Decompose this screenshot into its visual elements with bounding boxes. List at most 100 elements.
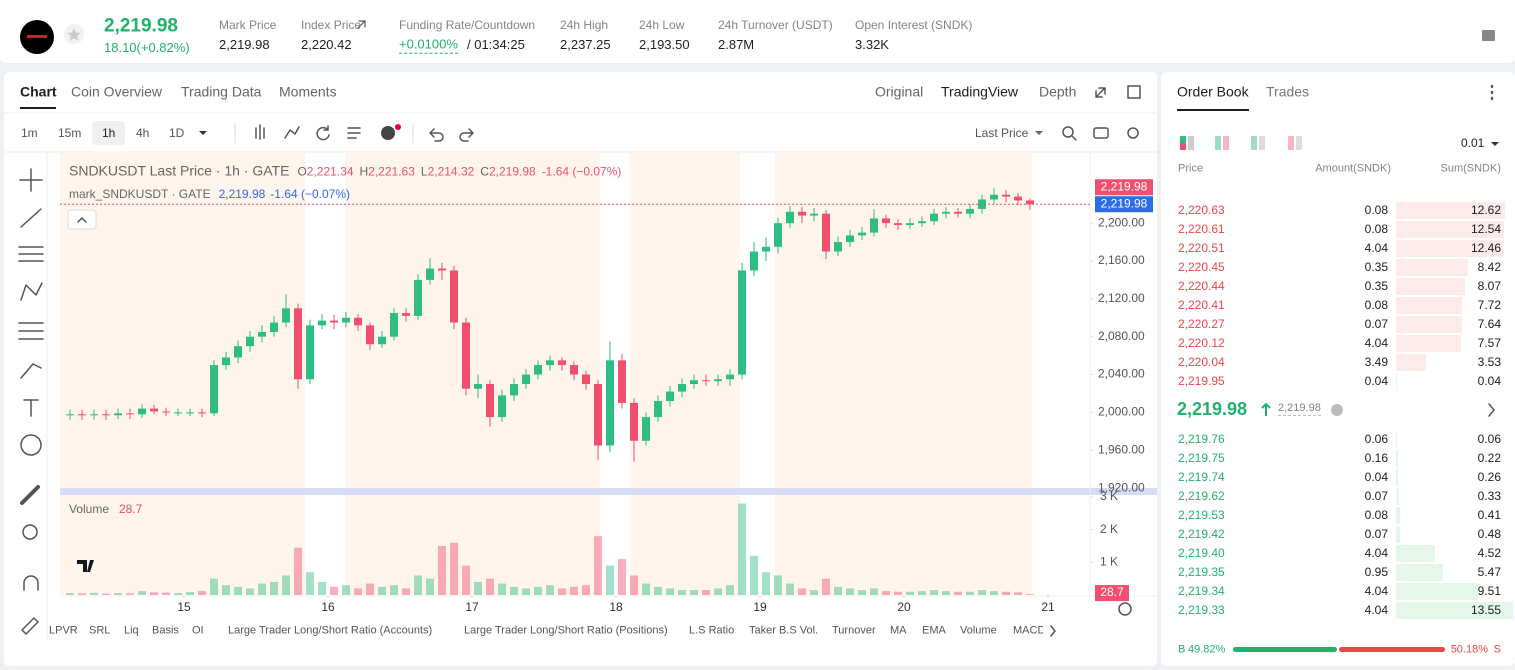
volume-bar	[1014, 592, 1023, 595]
book-price[interactable]: 2,220.63	[1178, 202, 1225, 217]
book-price[interactable]: 2,219.74	[1178, 469, 1225, 484]
tick-size[interactable]: 0.01	[1461, 135, 1485, 150]
indicator[interactable]: LPVR	[49, 624, 78, 637]
indicator[interactable]: SRL	[89, 624, 111, 637]
shade	[60, 153, 305, 595]
indicator[interactable]: OI	[192, 624, 204, 637]
interval[interactable]: 1m	[21, 125, 38, 140]
layout-icon[interactable]	[1215, 136, 1221, 150]
book-price[interactable]: 2,220.27	[1178, 316, 1225, 331]
price-type[interactable]: Last Price	[975, 125, 1029, 140]
camera[interactable]	[1093, 127, 1109, 139]
replay[interactable]	[316, 125, 330, 141]
scroll-right[interactable]	[1050, 625, 1056, 637]
caret[interactable]	[199, 131, 207, 135]
brush-tool[interactable]	[20, 363, 42, 379]
emoji-tool[interactable]	[20, 434, 42, 456]
ob-tab[interactable]: Order Book	[1177, 83, 1249, 100]
collapse-legend[interactable]	[67, 209, 97, 230]
pattern-tool[interactable]	[20, 282, 43, 301]
interval[interactable]: 4h	[136, 125, 150, 140]
crosshair-tool[interactable]	[19, 168, 43, 192]
book-price[interactable]: 2,219.95	[1178, 373, 1225, 388]
book-price[interactable]: 2,219.53	[1178, 507, 1225, 522]
book-price[interactable]: 2,220.04	[1178, 354, 1225, 369]
candle-body	[942, 211, 951, 214]
text-tool[interactable]	[23, 399, 39, 417]
tab[interactable]: Chart	[20, 83, 57, 100]
add[interactable]	[381, 126, 395, 140]
axis-settings[interactable]	[1118, 602, 1132, 616]
view-tab[interactable]: Original	[875, 83, 924, 100]
book-price[interactable]: 2,220.51	[1178, 240, 1225, 255]
buy-key: B	[1178, 643, 1186, 656]
indicator[interactable]: Volume	[960, 624, 997, 637]
interval[interactable]: 1h	[102, 125, 116, 140]
interval[interactable]: 15m	[58, 125, 82, 140]
indicator[interactable]: MA	[890, 624, 907, 637]
book-price[interactable]: 2,219.42	[1178, 526, 1225, 541]
book-price[interactable]: 2,220.44	[1178, 278, 1225, 293]
view-tab[interactable]: TradingView	[941, 83, 1019, 100]
candle-body	[714, 379, 723, 382]
zoom-tool[interactable]	[22, 524, 38, 540]
layout-icon[interactable]	[1180, 136, 1186, 143]
redo[interactable]	[459, 128, 474, 142]
undo[interactable]	[429, 128, 444, 142]
candle-type[interactable]	[255, 124, 265, 140]
tab[interactable]: Coin Overview	[71, 83, 163, 100]
book-price[interactable]: 2,219.34	[1178, 583, 1225, 598]
indicator[interactable]: L.S Ratio	[689, 624, 735, 637]
indicator[interactable]: Basis	[152, 624, 179, 637]
window[interactable]	[1127, 85, 1141, 99]
indicator[interactable]: Taker B.S Vol.	[749, 624, 819, 637]
caret[interactable]	[1491, 142, 1499, 146]
book-price[interactable]: 2,219.75	[1178, 450, 1225, 465]
channel-tool[interactable]	[18, 246, 44, 262]
tab[interactable]: Trading Data	[181, 83, 262, 100]
view-tab[interactable]: Depth	[1039, 83, 1077, 100]
indicator[interactable]: MACD	[1013, 624, 1043, 637]
book-price[interactable]: 2,220.41	[1178, 297, 1225, 312]
info[interactable]	[1331, 404, 1343, 416]
book-price[interactable]: 2,220.45	[1178, 259, 1225, 274]
ruler-tool[interactable]	[20, 485, 40, 505]
indicator[interactable]: Large Trader Long/Short Ratio (Accounts)	[228, 624, 433, 637]
indicator[interactable]: Liq	[124, 624, 139, 637]
more-arrow[interactable]	[1488, 403, 1495, 417]
caret[interactable]	[1035, 131, 1043, 135]
layout-icon[interactable]	[1251, 136, 1257, 150]
search[interactable]	[1062, 126, 1074, 138]
book-price[interactable]: 2,219.33	[1178, 602, 1225, 617]
volume-bar	[906, 591, 915, 595]
book-price[interactable]: 2,219.62	[1178, 488, 1225, 503]
indicators[interactable]	[284, 126, 300, 139]
notes-icon[interactable]	[1482, 30, 1495, 41]
candle-body	[210, 365, 219, 414]
book-price[interactable]: 2,220.12	[1178, 335, 1225, 350]
expand[interactable]	[1095, 87, 1106, 98]
index-link[interactable]	[357, 20, 366, 29]
ob-tab[interactable]: Trades	[1266, 83, 1310, 100]
indicator[interactable]: EMA	[922, 624, 946, 637]
settings[interactable]	[1127, 127, 1139, 139]
volume-bar	[966, 591, 975, 595]
book-price[interactable]: 2,219.35	[1178, 564, 1225, 579]
fib-tool[interactable]	[18, 322, 44, 340]
book-price[interactable]: 2,219.76	[1178, 431, 1225, 446]
templates[interactable]	[347, 127, 361, 139]
book-price[interactable]: 2,220.61	[1178, 221, 1225, 236]
magnet-tool[interactable]	[23, 575, 39, 591]
candle-body	[270, 322, 279, 332]
edit-tool[interactable]	[21, 617, 39, 635]
interval[interactable]: 1D	[169, 125, 185, 140]
tab[interactable]: Moments	[279, 83, 337, 100]
volume-bar	[762, 572, 771, 595]
line-tool[interactable]	[20, 208, 42, 228]
book-sum: 12.46	[1470, 240, 1501, 255]
volume-bar	[726, 585, 735, 595]
book-price[interactable]: 2,219.40	[1178, 545, 1225, 560]
indicator[interactable]: Large Trader Long/Short Ratio (Positions…	[464, 624, 668, 637]
layout-icon[interactable]	[1288, 136, 1294, 150]
indicator[interactable]: Turnover	[832, 624, 876, 637]
